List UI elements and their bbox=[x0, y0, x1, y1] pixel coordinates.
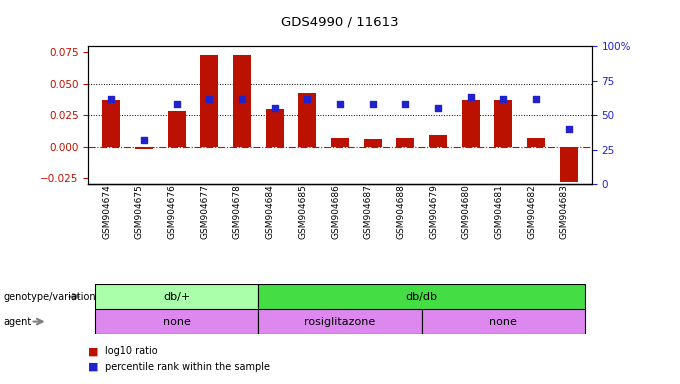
Bar bbox=[95, 309, 258, 334]
Point bbox=[465, 94, 476, 100]
Bar bbox=[462, 100, 479, 147]
Point bbox=[563, 126, 574, 132]
Bar bbox=[396, 138, 414, 147]
Bar bbox=[560, 147, 578, 182]
Bar bbox=[299, 93, 316, 147]
Bar bbox=[135, 147, 153, 149]
Text: GSM904680: GSM904680 bbox=[462, 184, 471, 239]
Bar bbox=[429, 135, 447, 147]
Bar bbox=[527, 138, 545, 147]
Point bbox=[269, 105, 280, 111]
Text: none: none bbox=[490, 316, 517, 327]
Point bbox=[237, 96, 248, 102]
Text: GSM904681: GSM904681 bbox=[494, 184, 503, 239]
Text: GSM904686: GSM904686 bbox=[331, 184, 340, 239]
Bar bbox=[364, 139, 381, 147]
Bar bbox=[168, 111, 186, 147]
Text: GSM904682: GSM904682 bbox=[527, 184, 536, 239]
Point bbox=[106, 96, 117, 102]
Point bbox=[139, 137, 150, 143]
Bar bbox=[95, 284, 258, 309]
Bar bbox=[102, 100, 120, 147]
Bar bbox=[258, 309, 422, 334]
Text: none: none bbox=[163, 316, 190, 327]
Text: GSM904683: GSM904683 bbox=[560, 184, 568, 239]
Text: ■: ■ bbox=[88, 362, 103, 372]
Text: GSM904679: GSM904679 bbox=[429, 184, 438, 239]
Point bbox=[432, 105, 443, 111]
Bar bbox=[201, 55, 218, 147]
Text: db/db: db/db bbox=[406, 291, 438, 302]
Point bbox=[171, 101, 182, 107]
Point bbox=[302, 96, 313, 102]
Bar bbox=[233, 55, 251, 147]
Point bbox=[400, 101, 411, 107]
Text: genotype/variation: genotype/variation bbox=[3, 291, 96, 302]
Text: db/+: db/+ bbox=[163, 291, 190, 302]
Text: GSM904684: GSM904684 bbox=[266, 184, 275, 239]
Point bbox=[204, 96, 215, 102]
Bar bbox=[494, 100, 512, 147]
Bar bbox=[422, 309, 585, 334]
Text: rosiglitazone: rosiglitazone bbox=[305, 316, 375, 327]
Point bbox=[498, 96, 509, 102]
Text: GSM904688: GSM904688 bbox=[396, 184, 405, 239]
Text: agent: agent bbox=[3, 316, 32, 327]
Bar bbox=[266, 109, 284, 147]
Point bbox=[335, 101, 345, 107]
Text: ■: ■ bbox=[88, 346, 103, 356]
Text: GSM904678: GSM904678 bbox=[233, 184, 242, 239]
Text: percentile rank within the sample: percentile rank within the sample bbox=[105, 362, 271, 372]
Text: GSM904675: GSM904675 bbox=[135, 184, 144, 239]
Bar bbox=[331, 138, 349, 147]
Text: GSM904674: GSM904674 bbox=[102, 184, 112, 239]
Text: GDS4990 / 11613: GDS4990 / 11613 bbox=[282, 15, 398, 28]
Point bbox=[367, 101, 378, 107]
Text: GSM904687: GSM904687 bbox=[364, 184, 373, 239]
Text: GSM904677: GSM904677 bbox=[201, 184, 209, 239]
Bar bbox=[258, 284, 585, 309]
Point bbox=[530, 96, 541, 102]
Text: GSM904676: GSM904676 bbox=[168, 184, 177, 239]
Text: log10 ratio: log10 ratio bbox=[105, 346, 158, 356]
Text: GSM904685: GSM904685 bbox=[299, 184, 307, 239]
